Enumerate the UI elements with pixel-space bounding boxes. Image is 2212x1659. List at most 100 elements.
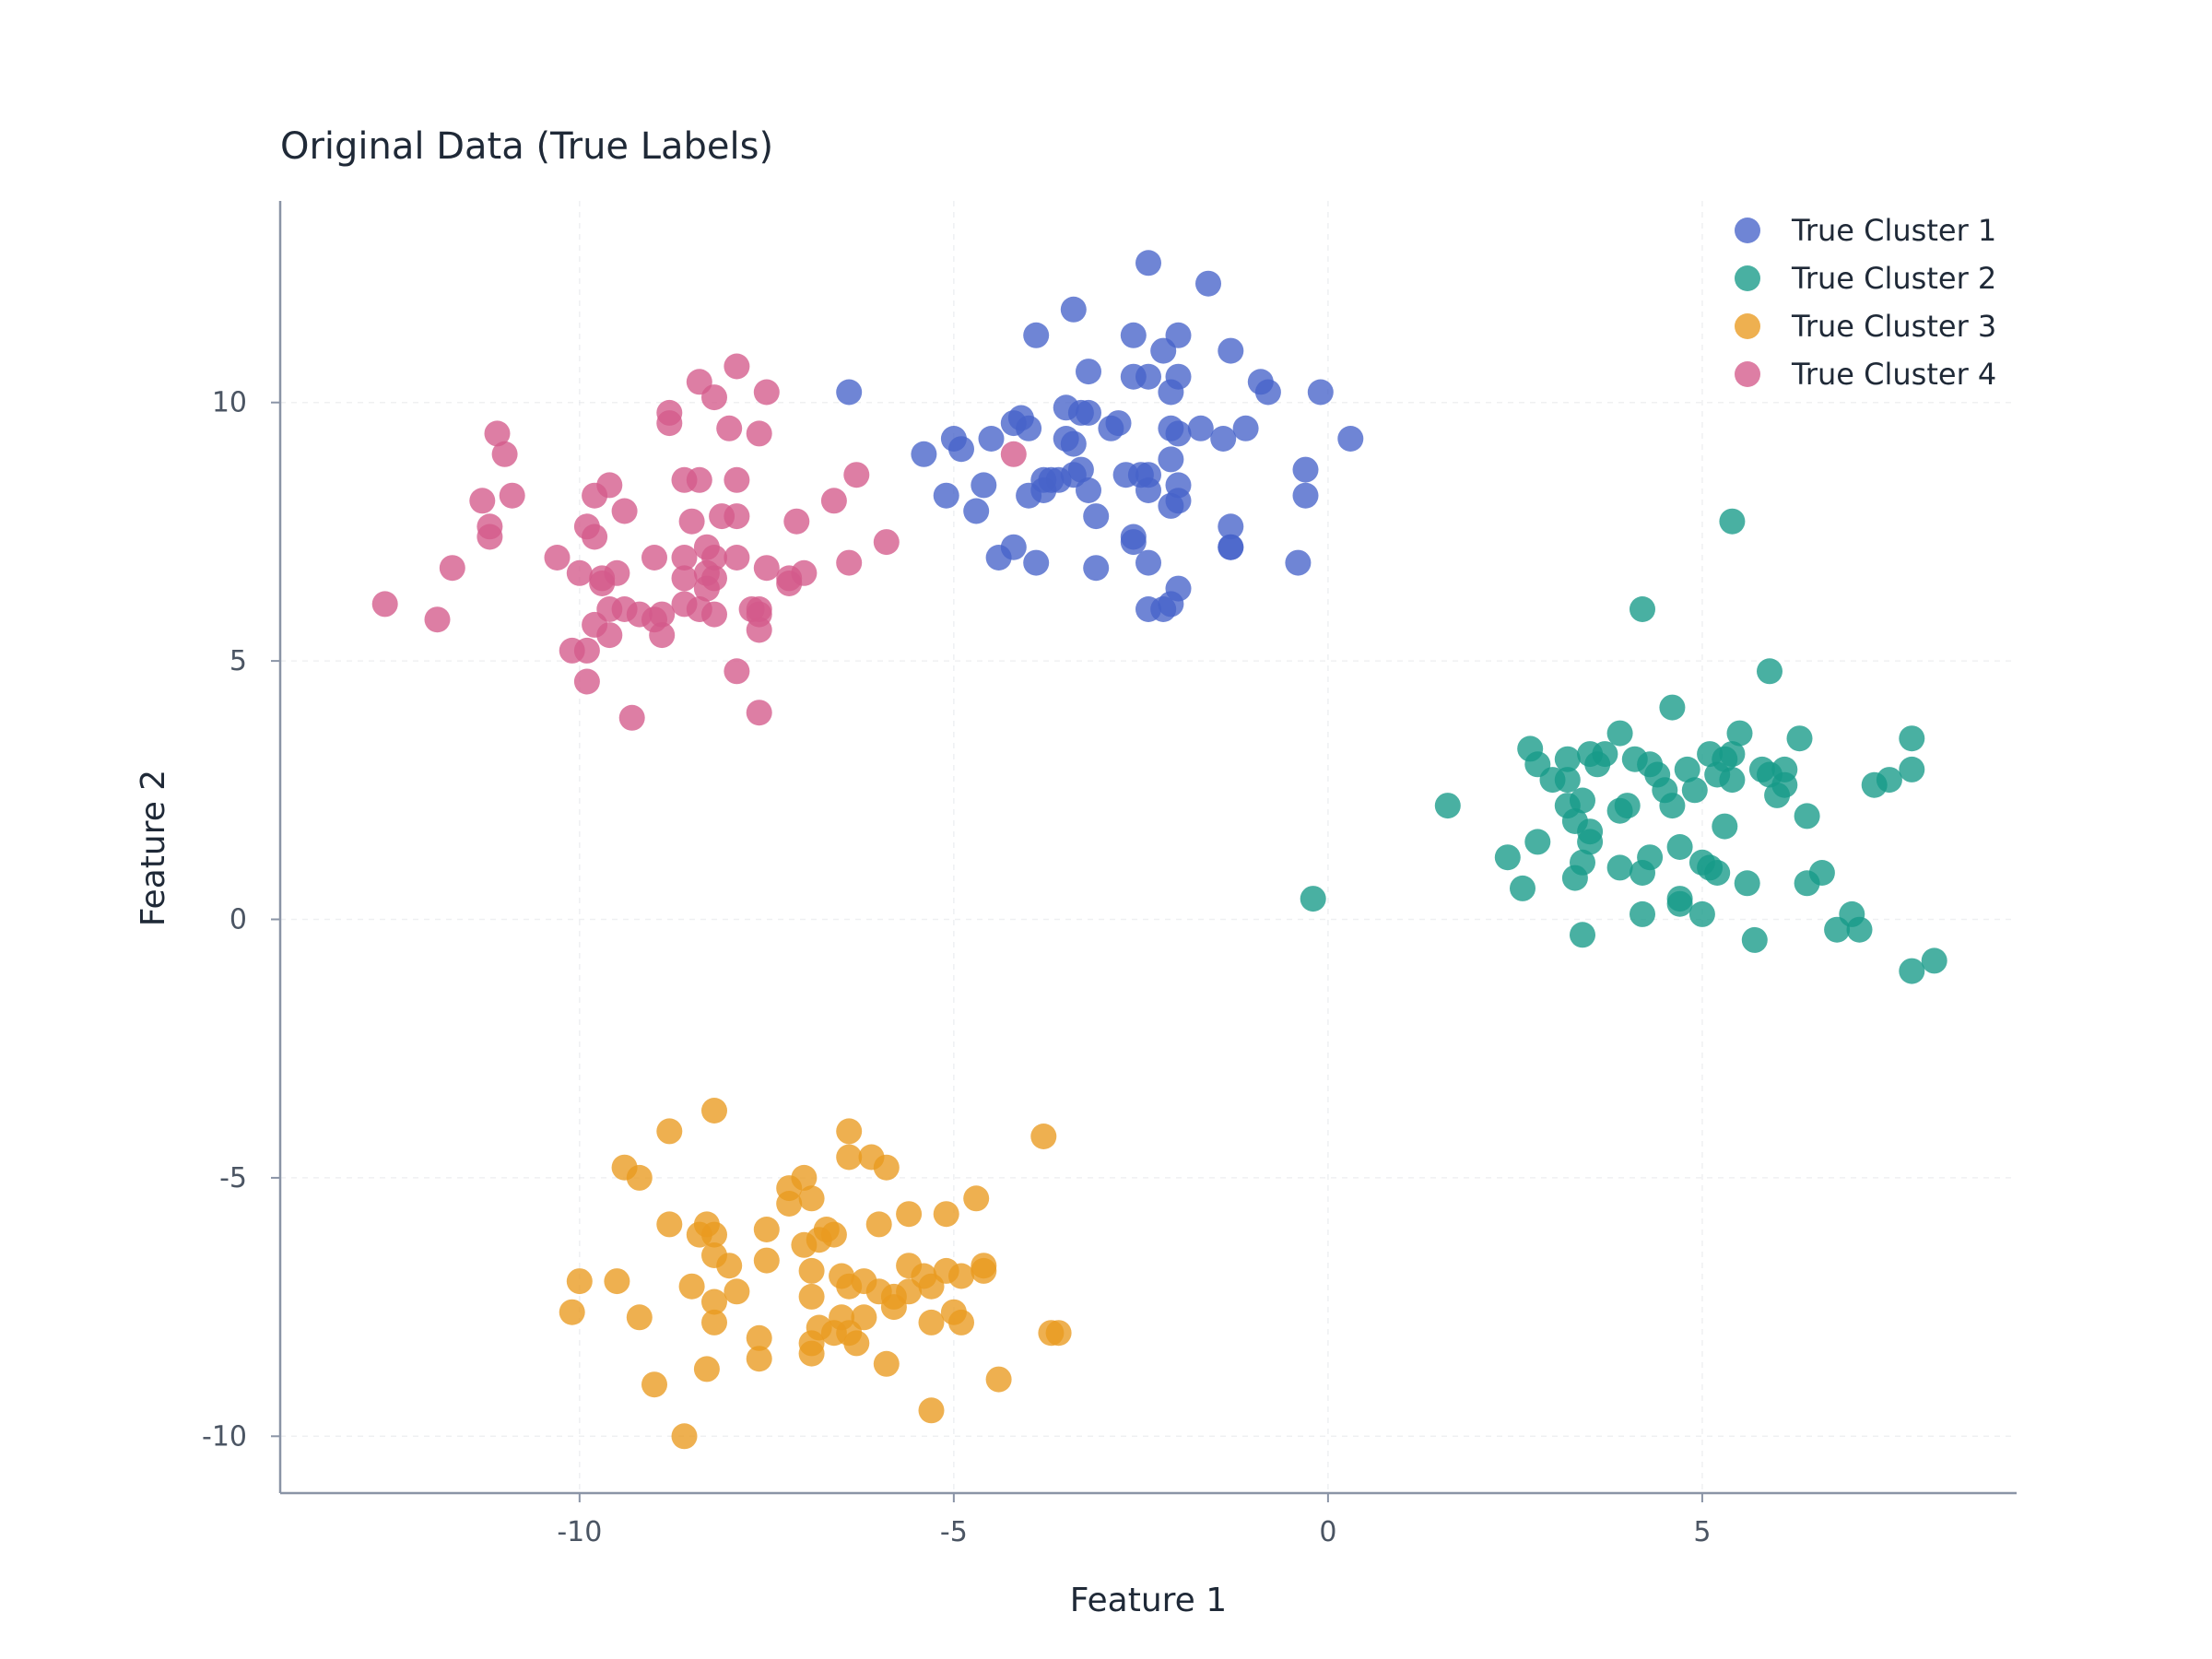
data-point — [701, 1309, 727, 1335]
data-point — [573, 637, 600, 664]
data-point — [469, 488, 496, 514]
data-point — [544, 545, 571, 571]
data-point — [1337, 426, 1364, 452]
legend-item: True Cluster 2 — [1735, 261, 1996, 296]
data-point — [1561, 865, 1588, 891]
data-point — [724, 1278, 750, 1305]
x-axis-label: Feature 1 — [1070, 1582, 1227, 1619]
data-point — [836, 1144, 863, 1171]
data-point — [836, 379, 863, 406]
data-point — [746, 617, 772, 643]
y-tick-label: 5 — [229, 645, 247, 677]
series-2 — [1300, 508, 1947, 984]
data-point — [963, 498, 990, 524]
data-point — [693, 1356, 720, 1382]
data-point — [865, 1211, 892, 1238]
data-point — [1030, 1124, 1057, 1149]
data-point — [1554, 746, 1581, 772]
data-points — [371, 250, 1947, 1450]
data-point — [671, 1423, 698, 1450]
data-point — [753, 1247, 780, 1274]
data-point — [573, 668, 600, 695]
data-point — [559, 1299, 585, 1325]
data-point — [1232, 415, 1259, 441]
legend-marker — [1735, 313, 1760, 339]
ticks: -10 -5 0 5 -10 -5 0 5 10 — [202, 387, 1711, 1548]
data-point — [776, 1191, 803, 1217]
data-point — [1218, 534, 1244, 560]
data-point — [716, 415, 743, 441]
data-point — [753, 555, 780, 582]
data-point — [371, 591, 398, 618]
data-point — [1060, 430, 1087, 457]
data-point — [836, 1118, 863, 1145]
data-point — [753, 379, 780, 406]
data-point — [798, 1330, 825, 1357]
data-point — [918, 1397, 945, 1424]
grid — [280, 201, 2017, 1493]
x-tick-label: 5 — [1693, 1516, 1711, 1548]
data-point — [596, 622, 623, 649]
series-1 — [836, 250, 1364, 622]
data-point — [1630, 900, 1655, 927]
data-point — [1165, 420, 1192, 447]
legend-marker — [1735, 361, 1760, 387]
data-point — [1614, 793, 1641, 819]
data-point — [678, 1273, 705, 1300]
data-point — [1899, 958, 1925, 984]
data-point — [1659, 694, 1686, 721]
data-point — [1630, 860, 1655, 886]
legend-label: True Cluster 1 — [1791, 213, 1996, 248]
data-point — [985, 1366, 1012, 1393]
data-point — [1076, 399, 1101, 426]
data-point — [896, 1201, 923, 1228]
data-point — [1210, 426, 1237, 452]
data-point — [1218, 337, 1244, 364]
data-point — [1688, 900, 1715, 927]
data-point — [1570, 922, 1595, 948]
data-point — [611, 498, 638, 524]
y-tick-label: 0 — [229, 904, 247, 936]
data-point — [948, 436, 974, 463]
data-point — [1218, 513, 1244, 540]
data-point — [424, 606, 451, 633]
x-tick-label: -5 — [940, 1516, 968, 1548]
data-point — [1666, 834, 1693, 860]
data-point — [491, 441, 518, 467]
data-point — [1083, 503, 1110, 530]
data-point — [641, 545, 667, 571]
data-point — [1187, 415, 1214, 441]
data-point — [1876, 767, 1902, 794]
data-point — [1606, 720, 1633, 747]
data-point — [499, 482, 525, 509]
data-point — [873, 529, 900, 556]
data-point — [1000, 534, 1027, 560]
data-point — [724, 545, 750, 571]
legend-label: True Cluster 3 — [1791, 309, 1996, 344]
data-point — [1254, 379, 1281, 406]
legend: True Cluster 1 True Cluster 2 True Cluster… — [1735, 213, 1996, 392]
data-point — [1719, 508, 1746, 535]
data-point — [1824, 916, 1851, 943]
x-tick-label: 0 — [1319, 1516, 1336, 1548]
data-point — [1060, 296, 1087, 323]
data-point — [1158, 379, 1184, 406]
data-point — [701, 384, 727, 411]
data-point — [582, 482, 608, 509]
data-point — [701, 1288, 727, 1315]
data-point — [1195, 270, 1221, 297]
data-point — [836, 549, 863, 576]
data-point — [671, 545, 698, 571]
data-point — [701, 601, 727, 628]
series-4 — [371, 353, 1027, 731]
data-point — [933, 1201, 959, 1228]
legend-label: True Cluster 2 — [1791, 261, 1996, 296]
data-point — [1734, 870, 1760, 897]
data-point — [1846, 916, 1873, 943]
data-point — [724, 658, 750, 685]
data-point — [566, 1268, 593, 1295]
legend-item: True Cluster 3 — [1735, 309, 1996, 344]
data-point — [753, 1217, 780, 1242]
chart-title: Original Data (True Labels) — [280, 125, 773, 168]
